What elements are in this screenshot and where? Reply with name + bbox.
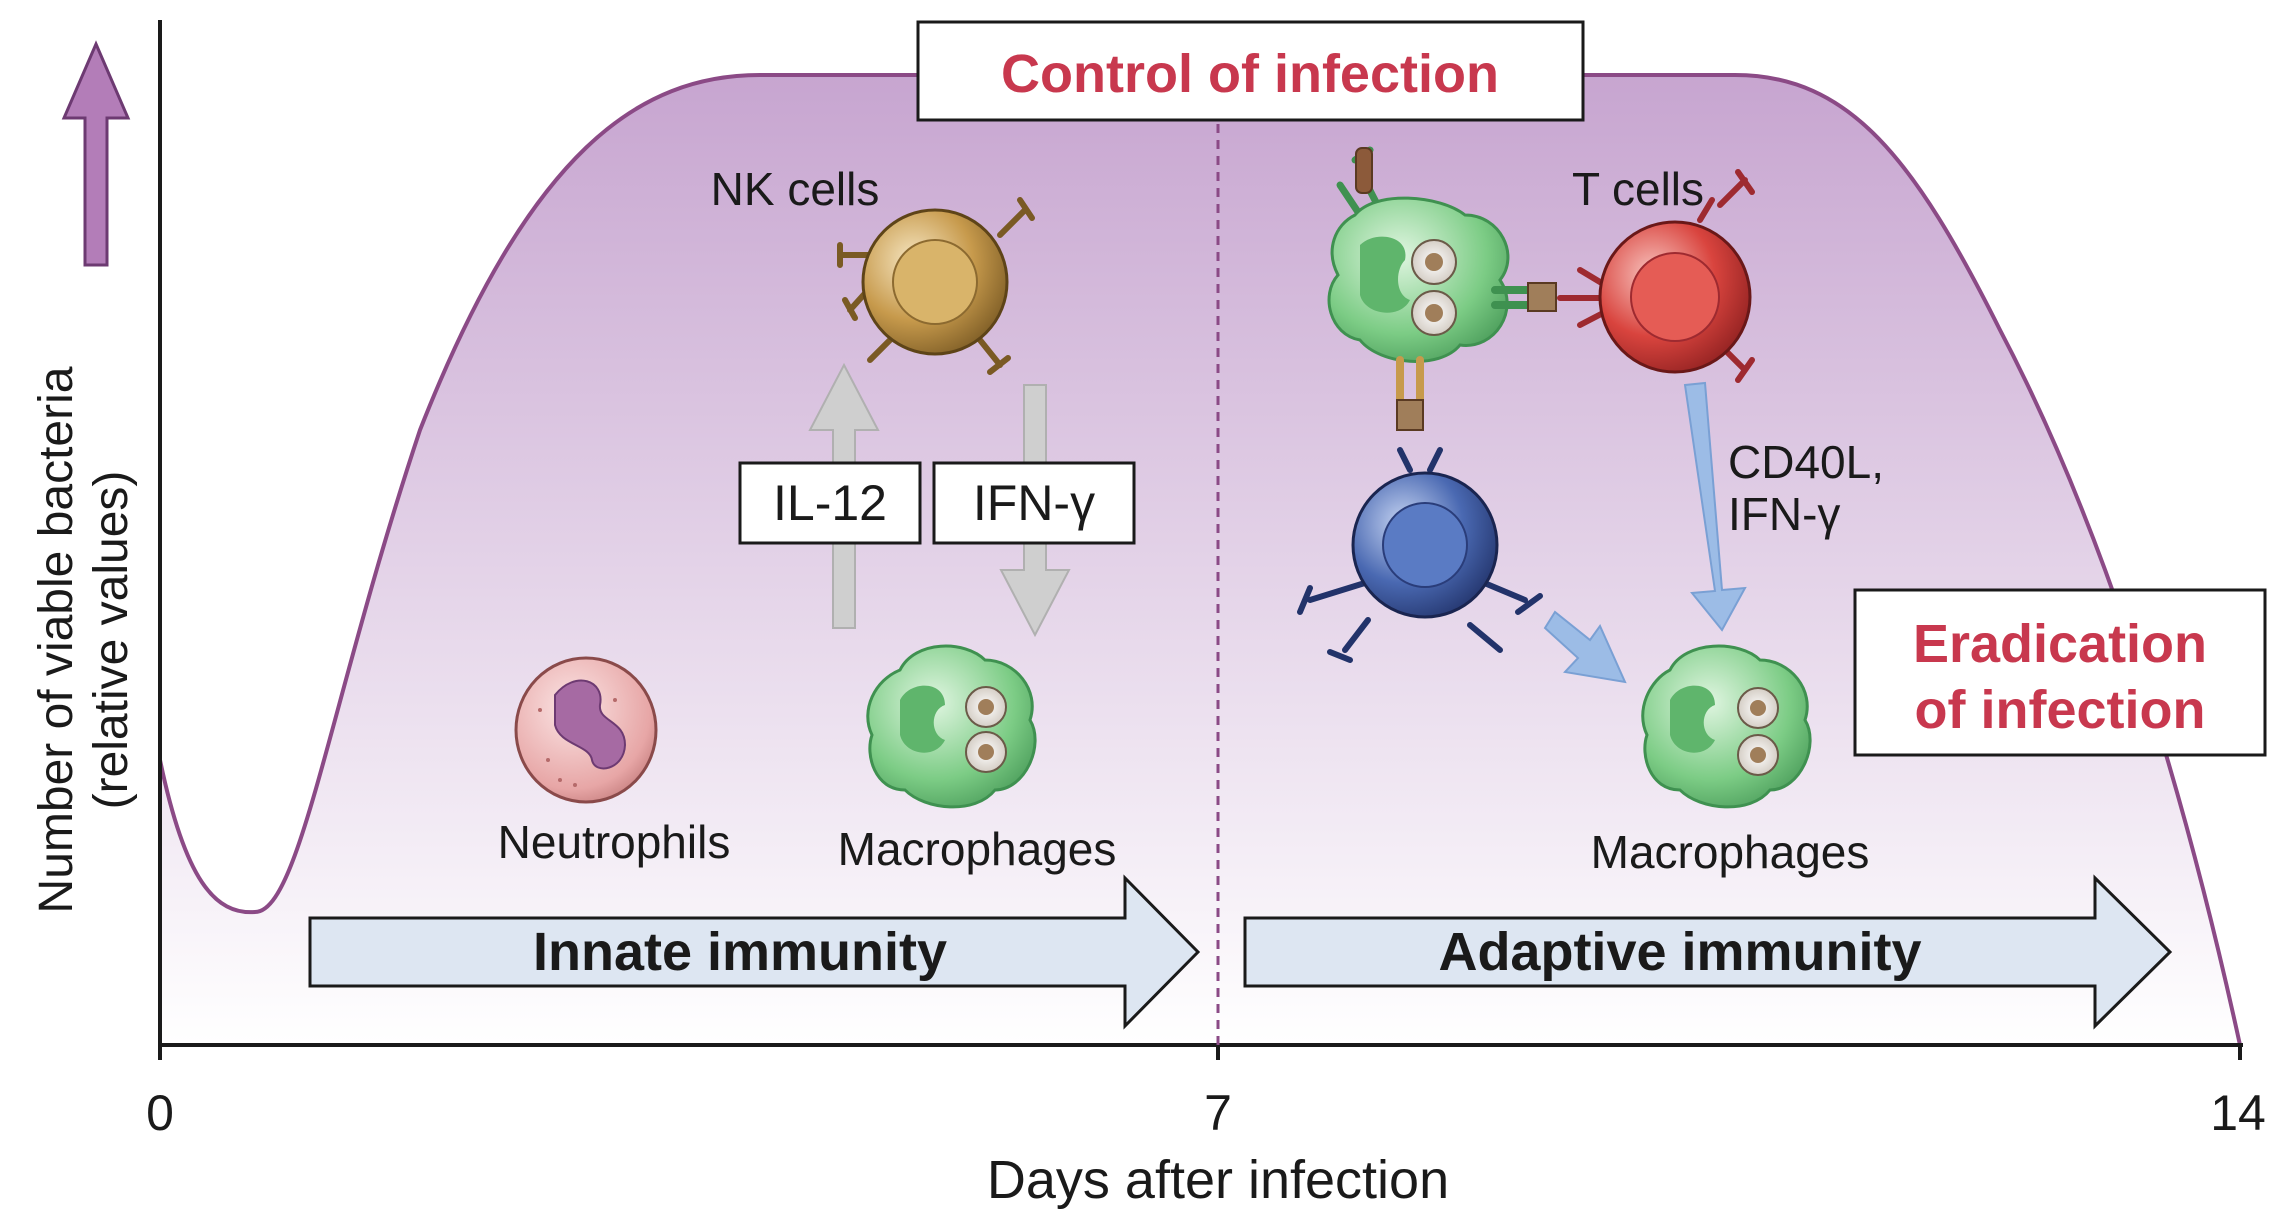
- cd40l-label-line2: IFN-γ: [1728, 488, 1840, 540]
- t-cell-icon: [1557, 169, 1755, 383]
- nk-cells-label: NK cells: [711, 163, 880, 215]
- il12-box: [738, 461, 922, 545]
- x-tick-label-0: 0: [146, 1085, 174, 1141]
- t-cells-label: T cells: [1572, 163, 1704, 215]
- x-tick-label-7: 7: [1204, 1085, 1232, 1141]
- x-tick-label-14: 14: [2210, 1085, 2266, 1141]
- y-axis-title-line2: (relative values): [85, 471, 138, 810]
- y-axis-title-line1: Number of viable bacteria: [30, 366, 83, 913]
- eradication-callout-line2: of infection: [1915, 680, 2206, 740]
- control-callout-box: [916, 20, 1585, 122]
- eradication-callout-line1: Eradication: [1913, 614, 2207, 674]
- innate-macrophage-icon: [866, 644, 1037, 809]
- y-axis-up-arrow-icon: [61, 40, 131, 267]
- adaptive-immunity-label: Adaptive immunity: [1438, 922, 1921, 982]
- eradication-callout-box: [1853, 588, 2267, 757]
- adaptive-macrophage-icon: [1641, 644, 1812, 809]
- bacteria-curve: [158, 73, 2242, 1046]
- tcell-to-macrophage-arrow-icon: [1683, 381, 1747, 632]
- adaptive-macrophages-label: Macrophages: [1591, 826, 1870, 878]
- nk-cell-icon: [837, 197, 1035, 375]
- innate-immunity-label: Innate immunity: [533, 922, 947, 982]
- x-axis-title: Days after infection: [987, 1150, 1449, 1210]
- innate-macrophages-label: Macrophages: [838, 823, 1117, 875]
- adaptive-immunity-arrow: [1243, 874, 2173, 1030]
- ifng-box: [932, 461, 1136, 545]
- ifng-label: IFN-γ: [973, 475, 1095, 531]
- neutrophil-icon: [514, 656, 658, 804]
- neutrophils-label: Neutrophils: [498, 816, 731, 868]
- bcell-to-macrophage-arrow-icon: [1543, 610, 1627, 684]
- bacteria-curve-area: [160, 75, 2240, 1045]
- b-cell-icon: [1297, 447, 1543, 663]
- innate-immunity-arrow: [308, 874, 1201, 1030]
- il12-label: IL-12: [773, 475, 887, 531]
- apc-macrophage-icon: [1327, 146, 1557, 431]
- cd40l-label-line1: CD40L,: [1728, 436, 1884, 488]
- control-callout-text: Control of infection: [1001, 44, 1499, 104]
